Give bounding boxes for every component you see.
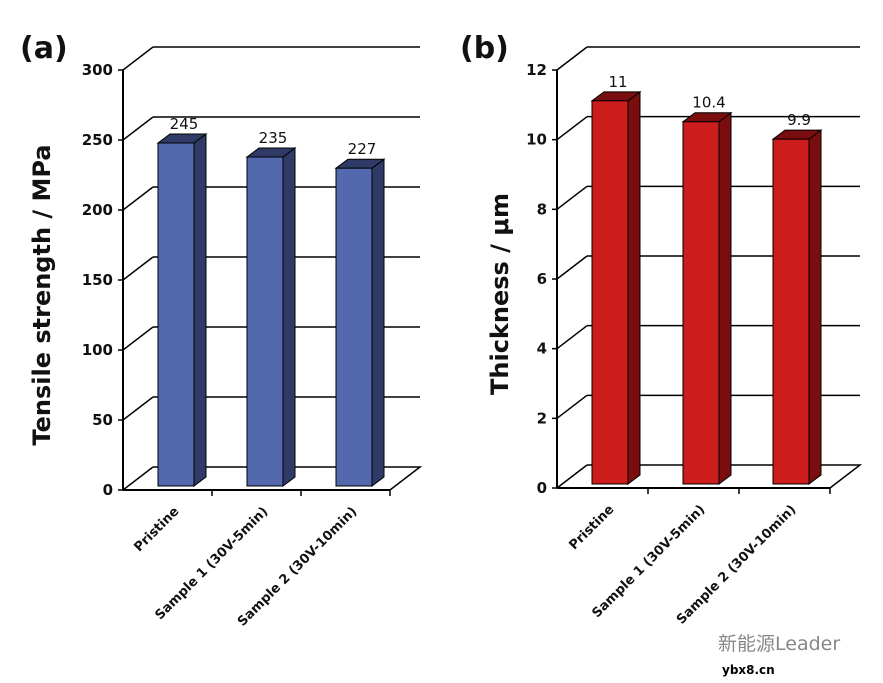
y-axis-label: Thickness / μm (486, 193, 514, 395)
bar-side (627, 90, 641, 485)
data-label: 227 (348, 140, 377, 158)
y-tick-label: 150 (82, 271, 113, 289)
gridline-diagonal (122, 396, 154, 421)
y-tick-label: 6 (537, 270, 547, 288)
y-tick-label: 0 (537, 479, 547, 497)
bar-side (718, 111, 732, 485)
bar (335, 167, 373, 487)
data-label: 11 (608, 73, 627, 91)
gridline-diagonal (122, 326, 154, 351)
bar-side (371, 158, 385, 487)
data-label: 245 (170, 115, 199, 133)
panel-label: (a) (20, 31, 68, 66)
bar-side (282, 147, 296, 487)
gridline-diagonal (556, 464, 588, 489)
bar (246, 156, 284, 487)
gridline-diagonal (122, 186, 154, 211)
panel-label: (b) (460, 31, 509, 66)
gridline-diagonal (556, 394, 588, 419)
bar-side (808, 129, 822, 485)
y-tick-label: 300 (82, 61, 113, 79)
data-label: 9.9 (787, 111, 811, 129)
gridline-diagonal (556, 255, 588, 280)
y-tick-label: 2 (537, 409, 547, 427)
x-tick-label: Pristine (567, 502, 618, 553)
gridline-diagonal (122, 466, 154, 491)
watermark: 新能源Leader (718, 633, 840, 655)
bar (772, 138, 810, 485)
gridline-diagonal (556, 46, 588, 71)
x-tick-label: Pristine (132, 504, 183, 555)
y-tick-label: 10 (526, 131, 547, 149)
y-tick-label: 0 (103, 481, 113, 499)
gridline-diagonal (556, 325, 588, 350)
data-label: 10.4 (692, 94, 725, 112)
data-label: 235 (259, 129, 288, 147)
y-tick-label: 8 (537, 200, 547, 218)
y-tick-label: 50 (92, 411, 113, 429)
gridline-diagonal (556, 116, 588, 141)
y-tick-label: 12 (526, 61, 547, 79)
bar (591, 100, 629, 485)
y-tick-label: 250 (82, 131, 113, 149)
y-tick-label: 200 (82, 201, 113, 219)
y-axis-label: Tensile strength / MPa (28, 144, 56, 445)
gridline-diagonal (556, 185, 588, 210)
watermark-sub: ybx8.cn (722, 663, 775, 677)
bar-side (193, 133, 207, 487)
bar (682, 121, 720, 485)
bar (157, 142, 195, 487)
gridline-diagonal (122, 116, 154, 141)
y-tick-label: 100 (82, 341, 113, 359)
gridline-diagonal (122, 46, 154, 71)
gridline-diagonal (122, 256, 154, 281)
y-tick-label: 4 (537, 340, 547, 358)
